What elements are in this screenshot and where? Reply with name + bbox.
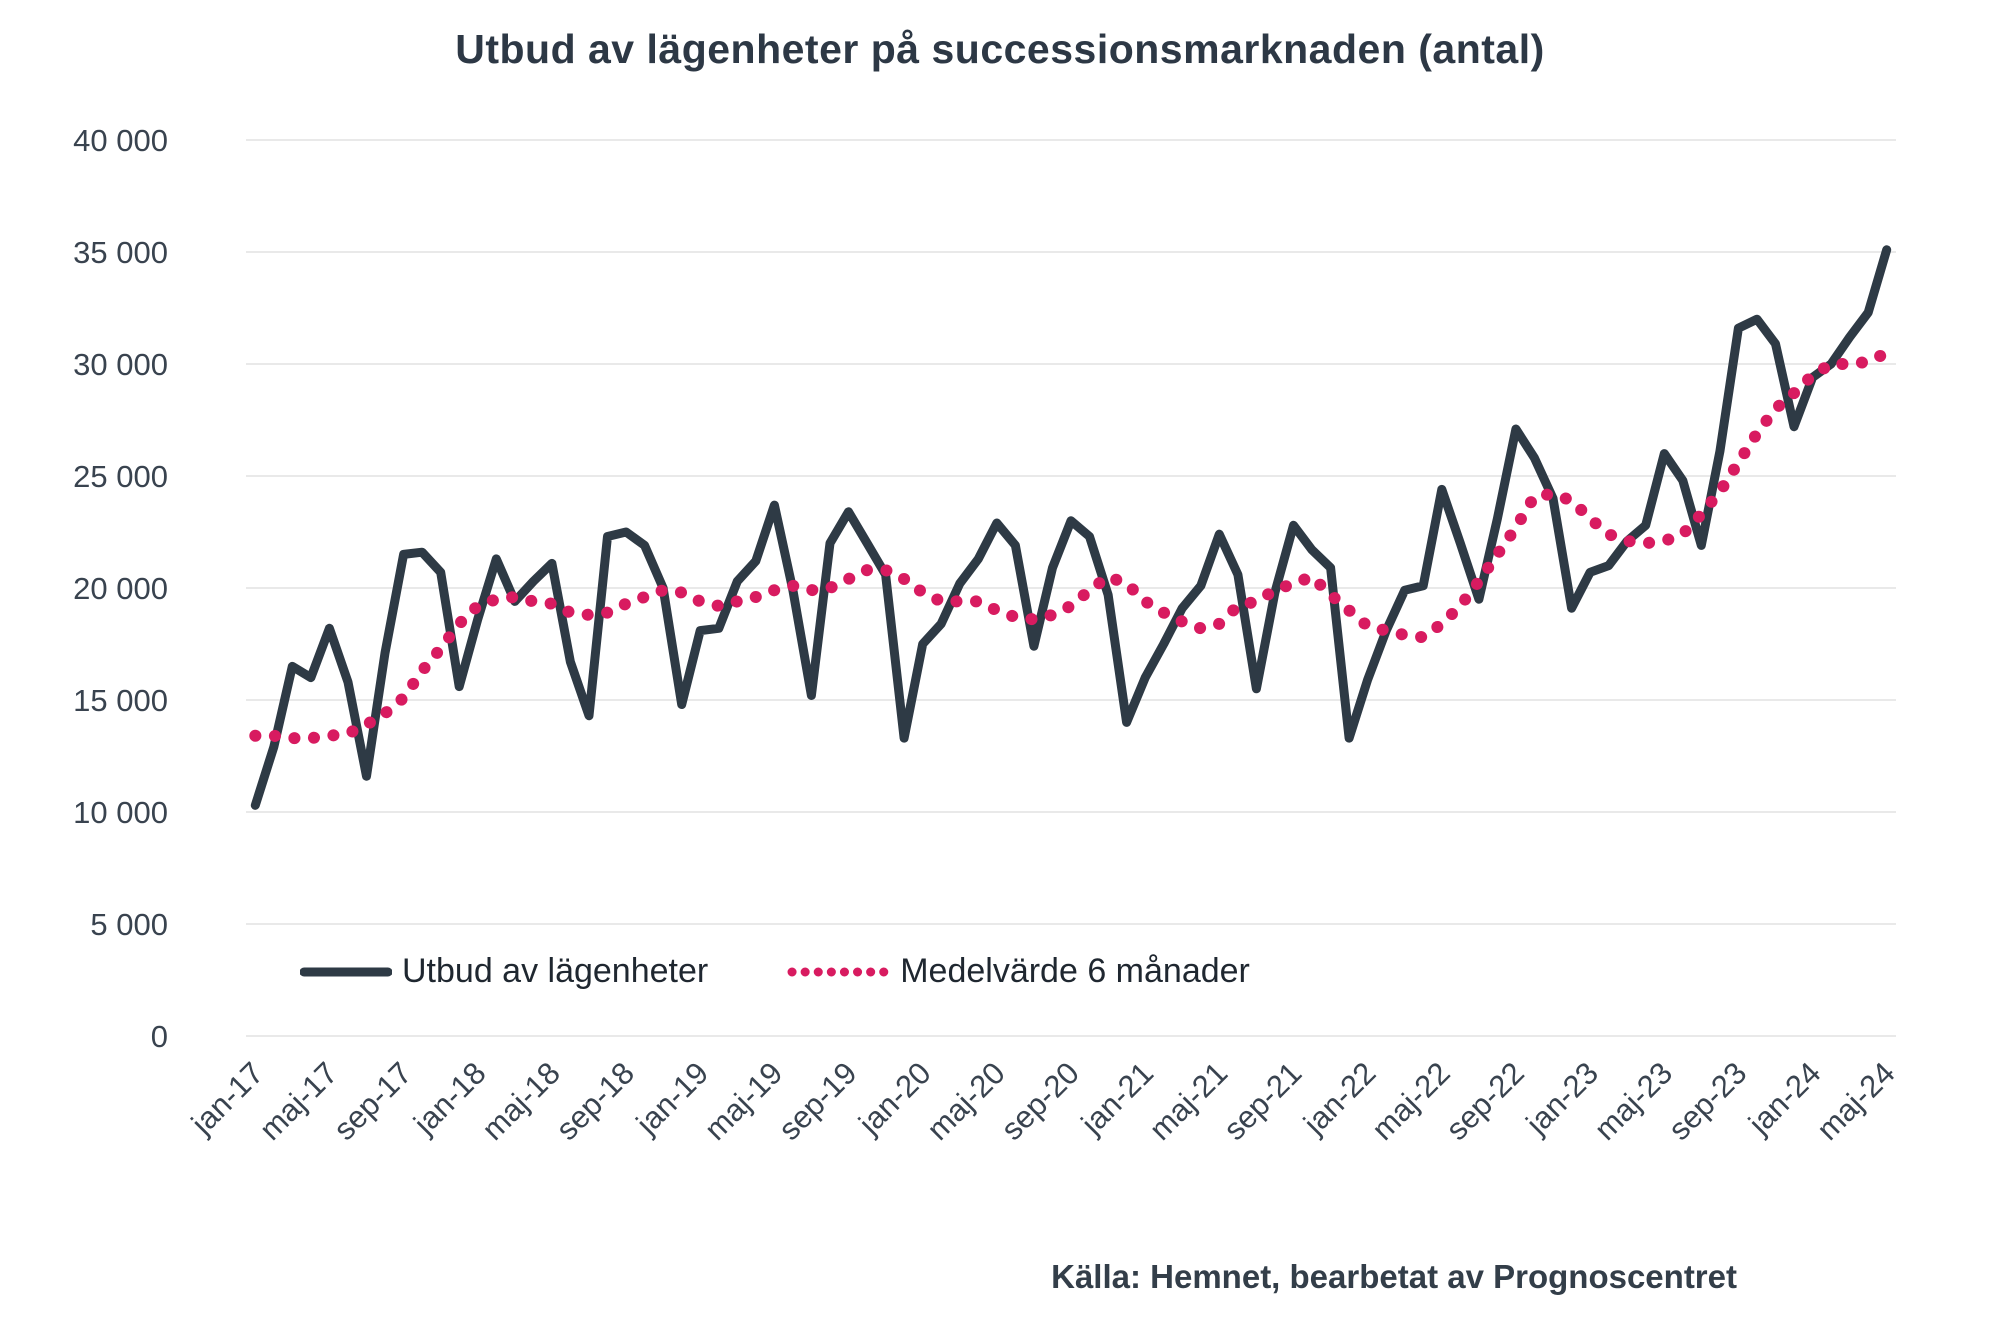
chart-title: Utbud av lägenheter på successionsmarkna… xyxy=(455,26,1545,72)
x-tick-label: maj-22 xyxy=(1365,1055,1457,1147)
y-tick-label: 25 000 xyxy=(73,459,168,494)
y-tick-label: 0 xyxy=(151,1019,168,1054)
x-tick-label: sep-19 xyxy=(772,1055,864,1147)
x-tick-label: jan-20 xyxy=(851,1055,937,1141)
x-tick-label: jan-24 xyxy=(1741,1055,1827,1141)
x-tick-label: jan-22 xyxy=(1296,1055,1382,1141)
y-tick-label: 30 000 xyxy=(73,347,168,382)
x-tick-label: jan-21 xyxy=(1074,1055,1160,1141)
legend: Utbud av lägenheter Medelvärde 6 månader xyxy=(300,952,1250,991)
x-tick-label: sep-17 xyxy=(327,1055,419,1147)
legend-entry-utbud: Utbud av lägenheter xyxy=(300,952,708,991)
x-tick-label: maj-19 xyxy=(698,1055,790,1147)
x-tick-label: maj-20 xyxy=(920,1055,1012,1147)
y-tick-label: 10 000 xyxy=(73,795,168,830)
y-tick-label: 5 000 xyxy=(90,907,168,942)
x-tick-label: jan-19 xyxy=(629,1055,715,1141)
legend-label-utbud: Utbud av lägenheter xyxy=(402,952,709,990)
x-tick-label: sep-20 xyxy=(994,1055,1086,1147)
y-tick-label: 20 000 xyxy=(73,571,168,606)
x-tick-label: maj-18 xyxy=(475,1055,567,1147)
x-tick-label: maj-21 xyxy=(1143,1055,1235,1147)
series-line-utbud xyxy=(250,245,1892,810)
legend-swatch-dotted-line xyxy=(787,967,891,976)
y-tick-label: 15 000 xyxy=(73,683,168,718)
series-line-medelvarde xyxy=(249,346,1893,745)
x-tick-label: sep-21 xyxy=(1217,1055,1309,1147)
x-tick-label: sep-23 xyxy=(1662,1055,1754,1147)
x-tick-label: sep-22 xyxy=(1439,1055,1531,1147)
x-tick-label: jan-17 xyxy=(184,1055,270,1141)
source-note: Källa: Hemnet, bearbetat av Prognoscentr… xyxy=(1051,1258,1737,1295)
legend-entry-medelvarde: Medelvärde 6 månader xyxy=(786,952,1250,991)
x-tick-label: sep-18 xyxy=(549,1055,641,1147)
x-tick-label: jan-23 xyxy=(1519,1055,1605,1141)
x-tick-label: jan-18 xyxy=(406,1055,492,1141)
legend-label-medelvarde: Medelvärde 6 månader xyxy=(900,952,1250,990)
y-tick-label: 35 000 xyxy=(73,235,168,270)
x-tick-label: maj-24 xyxy=(1810,1055,1902,1147)
legend-swatch-solid-line xyxy=(300,967,392,976)
x-tick-label: maj-23 xyxy=(1587,1055,1679,1147)
x-tick-label: maj-17 xyxy=(253,1055,345,1147)
y-tick-label: 40 000 xyxy=(73,123,168,158)
